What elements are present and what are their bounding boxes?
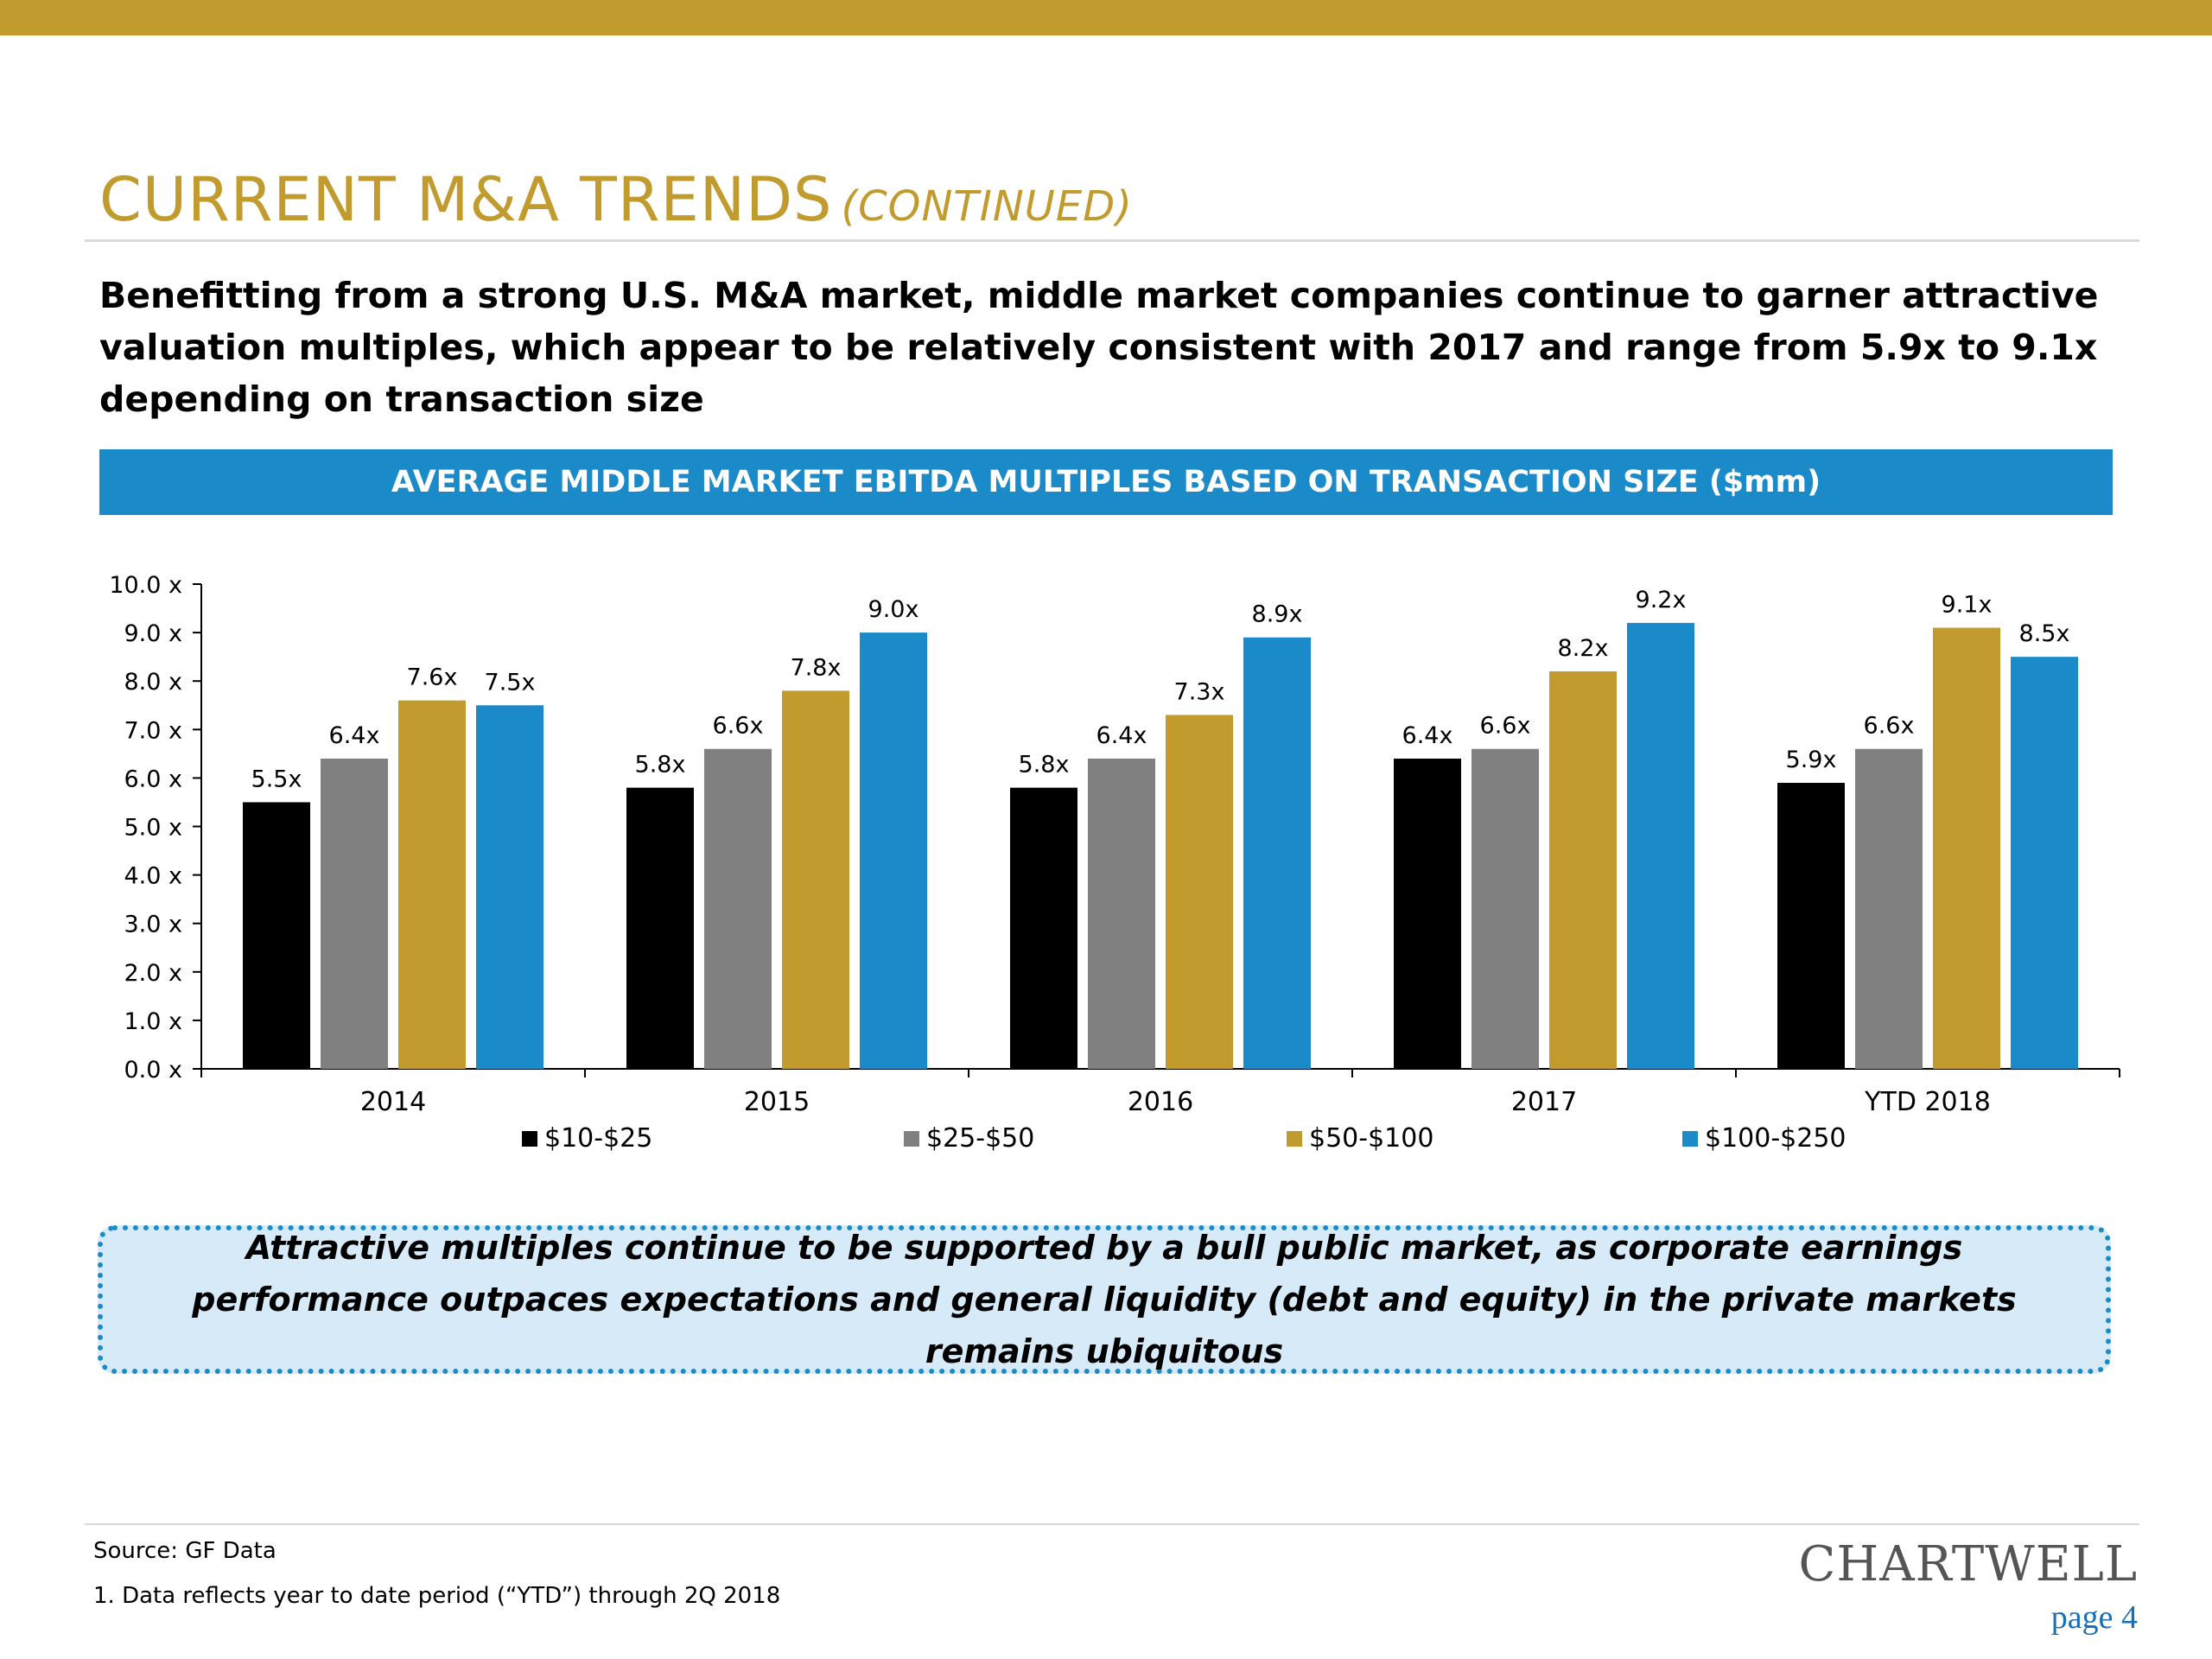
y-tick-label: 3.0 x	[124, 912, 183, 938]
bar-$100-$250-2015	[860, 632, 927, 1069]
bar-$50-$100-2017	[1549, 671, 1617, 1069]
y-tick-label: 2.0 x	[124, 960, 183, 987]
top-accent-band	[0, 0, 2212, 35]
data-label: 9.2x	[1636, 587, 1687, 613]
bar-$100-$250-2014	[476, 705, 543, 1069]
bar-$50-$100-2014	[398, 700, 466, 1069]
bar-$10-$25-2014	[243, 802, 310, 1069]
y-tick-label: 5.0 x	[124, 815, 183, 842]
bar-$10-$25-2016	[1010, 787, 1077, 1069]
x-category-label: 2015	[744, 1087, 810, 1117]
data-label: 7.8x	[791, 654, 842, 681]
bar-$25-$50-2016	[1088, 758, 1155, 1069]
bar-$100-$250-2017	[1627, 622, 1694, 1069]
data-label: 5.5x	[251, 766, 302, 792]
bar-chart: 0.0 x 1.0 x 2.0 x 3.0 x 4.0 x 5.0 x 6.0 x 7.0 x…	[109, 572, 2120, 1117]
footer-divider	[85, 1523, 2139, 1525]
bar-$50-$100-2016	[1166, 715, 1233, 1069]
bar-$10-$25-YTD 2018	[1777, 783, 1845, 1069]
data-label: 9.1x	[1942, 591, 1993, 618]
intro-text: Benefitting from a strong U.S. M&A marke…	[99, 275, 2099, 420]
data-label: 6.4x	[329, 722, 380, 749]
bar-$25-$50-2017	[1471, 748, 1539, 1069]
legend-swatch	[522, 1130, 537, 1147]
page-title: CURRENT M&A TRENDS (CONTINUED)	[99, 164, 1133, 235]
data-label: 8.9x	[1252, 601, 1303, 628]
y-tick-label: 0.0 x	[124, 1057, 183, 1084]
data-label: 6.4x	[1096, 722, 1147, 749]
legend-label: $50-$100	[1309, 1123, 1434, 1154]
bar-$25-$50-2014	[321, 758, 388, 1069]
legend-swatch	[1682, 1130, 1698, 1147]
legend-item: $10-$25	[522, 1123, 652, 1154]
bar-$25-$50-YTD 2018	[1855, 748, 1923, 1069]
chartwell-logo: CHARTWELL	[1798, 1536, 2138, 1592]
data-label: 8.2x	[1558, 635, 1609, 662]
y-tick-label: 8.0 x	[124, 669, 183, 696]
bar-$100-$250-2016	[1243, 637, 1311, 1069]
chart-title-banner: AVERAGE MIDDLE MARKET EBITDA MULTIPLES B…	[99, 449, 2113, 515]
x-category-label: 2016	[1128, 1087, 1193, 1117]
y-tick-label: 6.0 x	[124, 766, 183, 792]
data-label: 7.5x	[485, 669, 536, 696]
x-category-label: 2014	[360, 1087, 426, 1117]
data-label: 8.5x	[2019, 620, 2070, 647]
data-label: 7.6x	[407, 664, 458, 691]
legend-label: $25-$50	[926, 1123, 1035, 1154]
legend-item: $50-$100	[1287, 1123, 1433, 1154]
title-divider	[85, 239, 2139, 242]
data-label: 6.6x	[713, 713, 764, 740]
callout-box: Attractive multiples continue to be supp…	[98, 1225, 2111, 1374]
y-tick-label: 4.0 x	[124, 863, 183, 890]
page-number: page 4	[2050, 1599, 2138, 1636]
y-tick-label: 7.0 x	[124, 717, 183, 744]
data-label: 5.8x	[635, 752, 686, 779]
data-label: 7.3x	[1174, 678, 1225, 705]
bar-$50-$100-YTD 2018	[1933, 627, 2000, 1069]
data-label: 5.8x	[1019, 752, 1070, 779]
legend-item: $100-$250	[1682, 1123, 1847, 1154]
y-tick-label: 10.0 x	[109, 572, 182, 599]
source-note: Source: GF Data	[93, 1538, 276, 1564]
legend-item: $25-$50	[904, 1123, 1034, 1154]
legend-swatch	[904, 1130, 919, 1147]
x-category-label: YTD 2018	[1864, 1087, 1991, 1117]
y-tick-label: 1.0 x	[124, 1008, 183, 1035]
page-title-main: CURRENT M&A TRENDS	[99, 164, 833, 235]
data-label: 6.6x	[1480, 713, 1531, 740]
legend-swatch	[1287, 1130, 1302, 1147]
bar-$50-$100-2015	[782, 690, 849, 1069]
data-label: 6.4x	[1402, 722, 1453, 749]
bar-$10-$25-2017	[1394, 758, 1461, 1069]
data-label: 5.9x	[1786, 747, 1837, 773]
legend-label: $100-$250	[1705, 1123, 1847, 1154]
footnote: 1. Data reflects year to date period (“Y…	[93, 1583, 781, 1609]
bar-$25-$50-2015	[704, 748, 772, 1069]
data-label: 9.0x	[868, 596, 919, 623]
page-title-suffix: (CONTINUED)	[841, 182, 1133, 231]
x-category-label: 2017	[1511, 1087, 1577, 1117]
legend-label: $10-$25	[544, 1123, 653, 1154]
bar-$10-$25-2015	[626, 787, 694, 1069]
bar-$100-$250-YTD 2018	[2011, 657, 2078, 1069]
data-label: 6.6x	[1864, 713, 1915, 740]
chart-legend: $10-$25 $25-$50 $50-$100 $100-$250	[0, 1123, 2212, 1158]
y-tick-label: 9.0 x	[124, 620, 183, 647]
